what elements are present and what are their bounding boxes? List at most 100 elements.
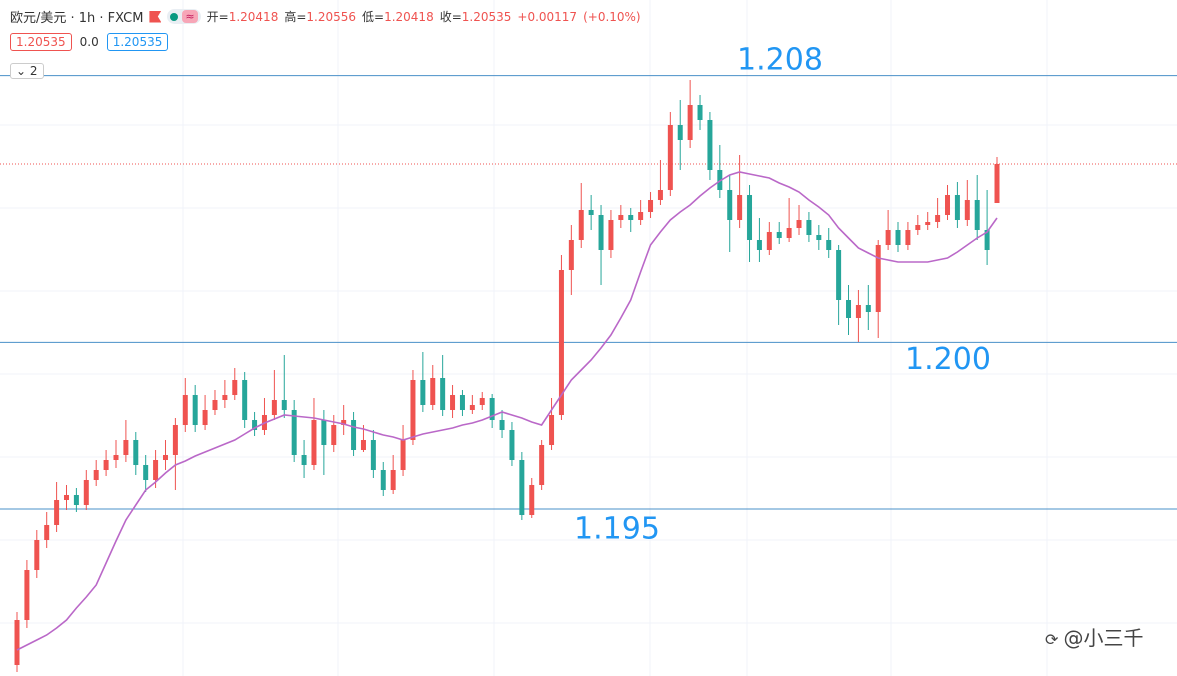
candle-body xyxy=(370,440,376,470)
candle-body xyxy=(509,430,515,460)
candle-body xyxy=(390,470,396,490)
candle-body xyxy=(558,270,564,415)
candle-body xyxy=(341,420,347,425)
candle-body xyxy=(667,125,673,190)
candle-body xyxy=(380,470,386,490)
candle-body xyxy=(410,380,416,440)
candle-body xyxy=(73,495,79,505)
candle-body xyxy=(123,440,129,455)
candle-body xyxy=(400,440,406,470)
level-label: 1.195 xyxy=(574,512,660,547)
candle-body xyxy=(182,395,188,425)
high-value: 1.20556 xyxy=(306,9,357,24)
moving-average xyxy=(16,171,998,651)
spread: 0.0 xyxy=(79,35,99,49)
candle-body xyxy=(549,415,555,445)
candle-body xyxy=(628,215,634,220)
candle-body xyxy=(895,230,901,245)
candle-body xyxy=(143,465,149,480)
candle-body xyxy=(737,195,743,220)
candle-body xyxy=(24,570,30,620)
candle-body xyxy=(954,195,960,220)
candle-body xyxy=(232,380,238,395)
change: +0.00117 xyxy=(517,9,578,24)
candle-body xyxy=(875,245,881,312)
candle-body xyxy=(826,240,832,250)
candle-body xyxy=(707,120,713,170)
candle-body xyxy=(430,378,436,405)
candle-body xyxy=(301,455,307,465)
close-value: 1.20535 xyxy=(461,9,512,24)
high-label: 高= xyxy=(284,10,307,24)
candle-body xyxy=(648,200,654,212)
watermark: ⟳ @小三千 xyxy=(1045,626,1144,650)
candle-body xyxy=(727,190,733,220)
symbol: 欧元/美元 · 1h · FXCM xyxy=(10,11,144,26)
candle-body xyxy=(776,232,782,238)
open-value: 1.20418 xyxy=(228,9,279,24)
candle-body xyxy=(63,495,69,500)
toggle[interactable]: ≈ xyxy=(167,9,201,24)
candle-body xyxy=(925,222,931,225)
candle-body xyxy=(608,220,614,250)
candle-body xyxy=(311,420,317,465)
candle-body xyxy=(440,378,446,410)
change-pct: (+0.10%) xyxy=(583,9,641,24)
candle-body xyxy=(618,215,624,220)
candle-body xyxy=(162,455,168,460)
candle-body xyxy=(34,540,40,570)
header: 欧元/美元 · 1h · FXCM ≈ 开= 1.20418 高= 1.20556 … xyxy=(10,7,641,26)
low-label: 低= xyxy=(362,10,385,24)
candle-body xyxy=(578,210,584,240)
candle-body xyxy=(994,164,1000,203)
candle-body xyxy=(747,195,753,240)
candle-body xyxy=(885,230,891,245)
candle-body xyxy=(568,240,574,270)
candle-body xyxy=(271,400,277,415)
candle-body xyxy=(964,200,970,220)
candle-body xyxy=(687,105,693,140)
candle-body xyxy=(905,230,911,245)
candle-body xyxy=(657,190,663,200)
candle-body xyxy=(846,300,852,318)
candle-body xyxy=(945,195,951,215)
candle-body xyxy=(588,210,594,215)
candle-body xyxy=(360,440,366,450)
candle-body xyxy=(855,305,861,318)
candle-body xyxy=(935,215,941,222)
open-label: 开= xyxy=(206,10,229,24)
candle-body xyxy=(638,212,644,220)
indicator-count: 2 xyxy=(29,64,38,78)
candle-body xyxy=(717,170,723,190)
candle-body xyxy=(697,105,703,120)
candle-body xyxy=(806,220,812,235)
indicator-toggle[interactable]: ⌄ 2 xyxy=(10,63,44,79)
candle-body xyxy=(529,485,535,515)
candle-body xyxy=(499,420,505,430)
candle-body xyxy=(766,232,772,250)
candle-body xyxy=(153,460,159,480)
candle-body xyxy=(796,220,802,228)
candle-body xyxy=(420,380,426,405)
candle-body xyxy=(756,240,762,250)
candle-body xyxy=(677,125,683,140)
candle-body xyxy=(54,500,60,525)
candle-body xyxy=(192,395,198,425)
sell-price[interactable]: 1.20535 xyxy=(10,33,72,51)
level-label: 1.208 xyxy=(737,43,823,78)
low-value: 1.20418 xyxy=(384,9,434,24)
buy-price[interactable]: 1.20535 xyxy=(106,33,169,51)
flag-icon[interactable] xyxy=(149,10,162,23)
candle-body xyxy=(816,235,822,240)
candle-body xyxy=(222,395,228,400)
candle-body xyxy=(202,410,208,425)
candle-body xyxy=(450,395,456,410)
candle-body xyxy=(539,445,545,485)
candle-body xyxy=(598,215,604,250)
candle-body xyxy=(14,620,20,665)
candle-body xyxy=(83,480,89,505)
candle-body xyxy=(865,305,871,312)
